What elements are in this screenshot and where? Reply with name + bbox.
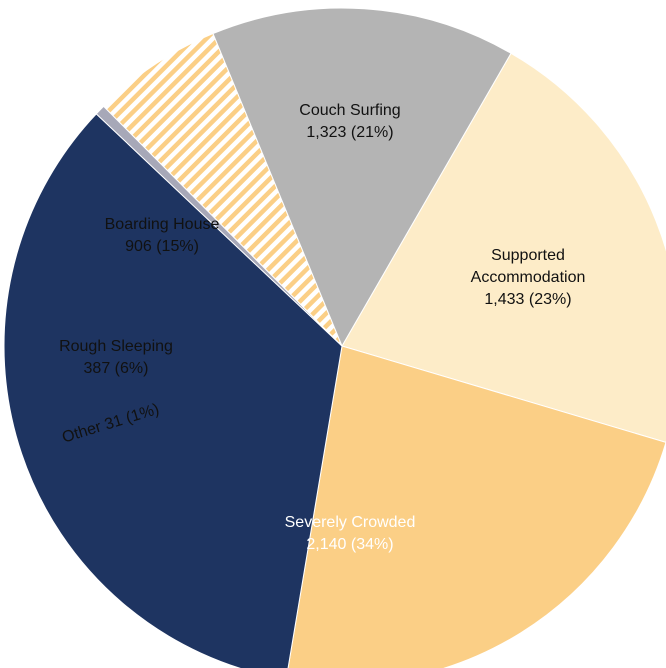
slice-label-line: 906 (15%) xyxy=(125,238,199,255)
slice-label-line: 1,323 (21%) xyxy=(306,124,393,141)
slice-label-rough-sleeping: Rough Sleeping 387 (6%) xyxy=(59,338,173,377)
slice-label-line: Boarding House xyxy=(105,216,220,233)
slice-label-severely-crowded: Severely Crowded 2,140 (34%) xyxy=(285,514,416,553)
slice-severely-crowded xyxy=(3,113,343,668)
slice-label-line: Accommodation xyxy=(471,269,586,286)
slice-rough-sleeping xyxy=(102,32,343,347)
slice-label-line: Rough Sleeping xyxy=(59,338,173,355)
slice-label-boarding-house: Boarding House 906 (15%) xyxy=(105,216,220,255)
slice-label-line: Supported xyxy=(491,247,565,264)
slice-label-line: 1,433 (23%) xyxy=(484,291,571,308)
slice-label-couch-surfing: Couch Surfing 1,323 (21%) xyxy=(299,102,400,141)
slice-couch-surfing xyxy=(341,52,666,443)
slice-label-supported-accommodation: Supported Accommodation 1,433 (23%) xyxy=(471,247,586,308)
slice-label-line: 2,140 (34%) xyxy=(306,536,393,553)
slice-boarding-house xyxy=(212,7,512,348)
slice-label-line: 387 (6%) xyxy=(84,360,149,377)
slice-supported-accommodation xyxy=(287,345,666,668)
pie-slices xyxy=(3,7,666,668)
slice-label-line: Couch Surfing xyxy=(299,102,400,119)
slice-label-line: Severely Crowded xyxy=(285,514,416,531)
